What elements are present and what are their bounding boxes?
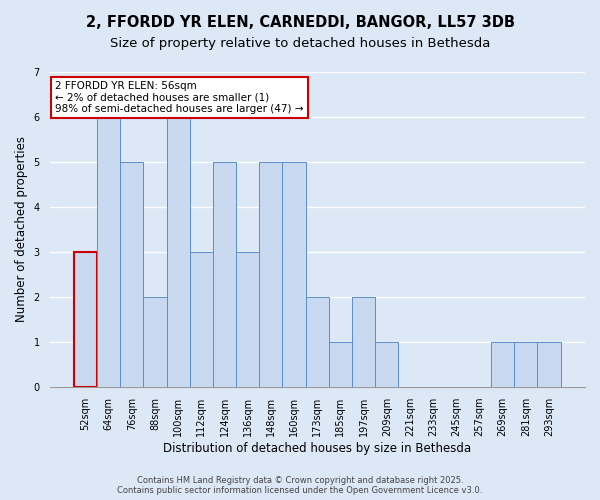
Bar (538, 342, 560, 387)
Bar (283, 162, 305, 387)
Bar (491, 342, 514, 387)
Bar (329, 342, 352, 387)
Bar (143, 297, 167, 387)
Bar (352, 297, 375, 387)
Bar (259, 162, 283, 387)
Bar (190, 252, 213, 387)
X-axis label: Distribution of detached houses by size in Bethesda: Distribution of detached houses by size … (163, 442, 472, 455)
Text: 2, FFORDD YR ELEN, CARNEDDI, BANGOR, LL57 3DB: 2, FFORDD YR ELEN, CARNEDDI, BANGOR, LL5… (86, 15, 515, 30)
Text: 2 FFORDD YR ELEN: 56sqm
← 2% of detached houses are smaller (1)
98% of semi-deta: 2 FFORDD YR ELEN: 56sqm ← 2% of detached… (55, 81, 304, 114)
Bar (213, 162, 236, 387)
Bar (167, 116, 190, 387)
Bar (236, 252, 259, 387)
Bar (305, 297, 329, 387)
Text: Size of property relative to detached houses in Bethesda: Size of property relative to detached ho… (110, 38, 490, 51)
Bar (375, 342, 398, 387)
Bar (120, 162, 143, 387)
Bar (74, 252, 97, 387)
Y-axis label: Number of detached properties: Number of detached properties (15, 136, 28, 322)
Bar (514, 342, 538, 387)
Text: Contains HM Land Registry data © Crown copyright and database right 2025.
Contai: Contains HM Land Registry data © Crown c… (118, 476, 482, 495)
Bar (97, 116, 120, 387)
